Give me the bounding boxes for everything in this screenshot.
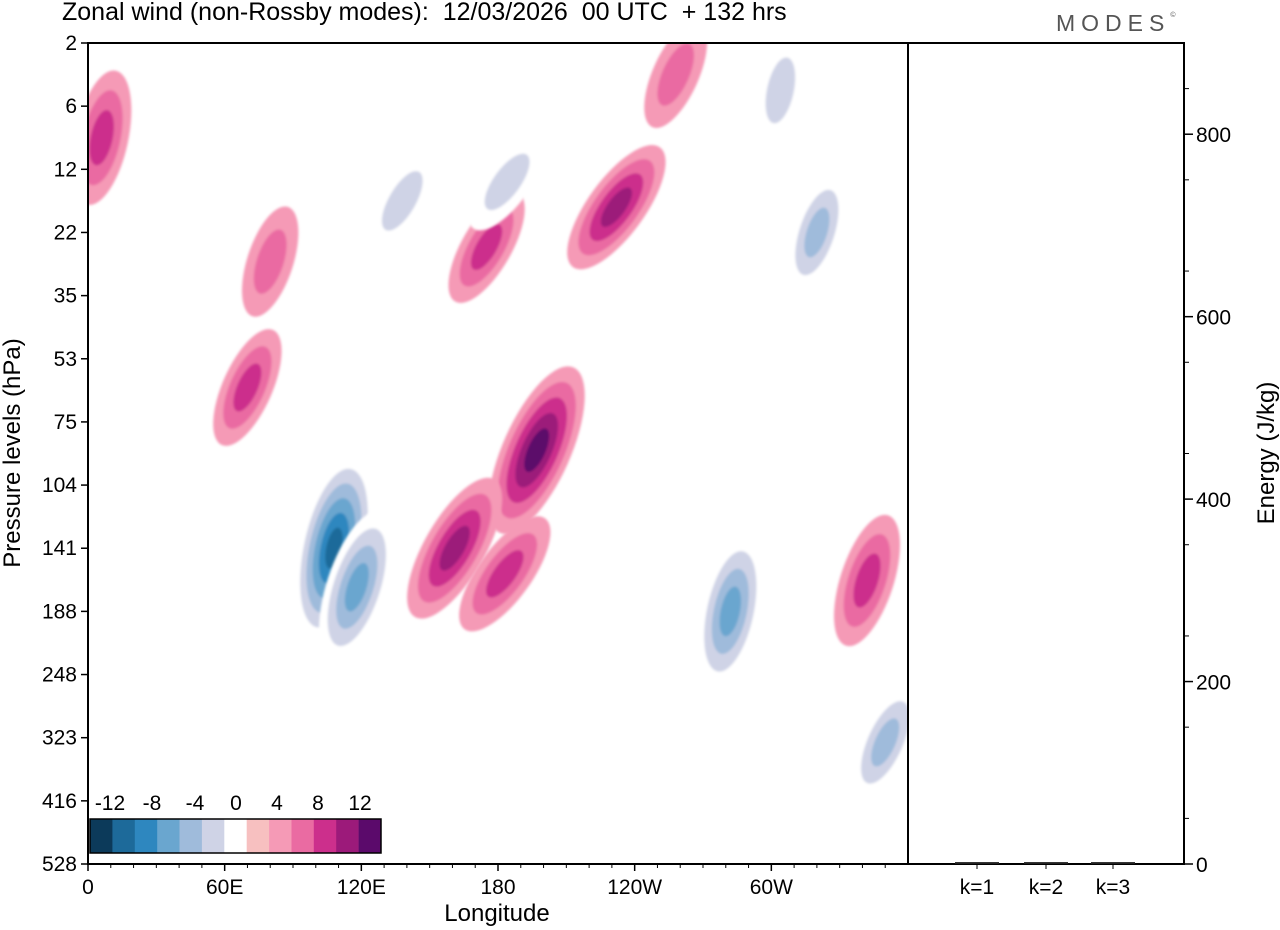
colorbar-label: 12: [348, 792, 371, 815]
contour-band: [524, 428, 550, 472]
contour-band: [439, 525, 470, 571]
logo-mark: ©: [1170, 12, 1176, 19]
wind-anomaly-easterly: [786, 172, 848, 293]
wind-anomaly-easterly: [754, 43, 806, 147]
contour-band: [853, 553, 881, 608]
colorbar-swatch: [224, 819, 247, 853]
energy-tick-label: 400: [1196, 489, 1231, 512]
x-tick-label: 60W: [750, 876, 793, 899]
x-tick-label: 120E: [337, 876, 386, 899]
energy-axis-label: Energy (J/kg): [1253, 382, 1280, 525]
energy-bar: [1024, 862, 1068, 864]
colorbar-label: -12: [95, 792, 125, 815]
contour-band: [253, 229, 287, 294]
colorbar-frame: [89, 818, 382, 854]
colorbar-swatch: [157, 819, 180, 853]
x-tick-label: 120W: [607, 876, 662, 899]
y-tick-label: 528: [42, 853, 77, 876]
y-tick-label: 22: [54, 221, 77, 244]
energy-tick-label: 200: [1196, 672, 1231, 695]
contour-band: [719, 586, 742, 637]
colorbar-swatch: [358, 819, 382, 853]
colorbar-swatch: [179, 819, 203, 853]
energy-tick-label: 800: [1196, 124, 1231, 147]
wind-anomaly-westerly: [88, 70, 132, 205]
energy-bar: [955, 862, 999, 864]
energy-category-label: k=1: [960, 876, 994, 899]
modes-logo: MODES©: [1056, 10, 1176, 37]
x-tick-label: 60E: [206, 876, 243, 899]
colorbar-label: -8: [143, 792, 162, 815]
wind-anomaly-easterly: [696, 533, 765, 690]
colorbar-swatch: [112, 819, 136, 853]
wind-anomaly-westerly: [644, 43, 708, 128]
x-tick-label: 0: [82, 876, 94, 899]
y-axis-label: Pressure levels (hPa): [0, 338, 26, 567]
contour-band: [657, 43, 695, 106]
y-tick-label: 53: [54, 348, 77, 371]
x-tick-label: 180: [480, 876, 515, 899]
colorbar-swatch: [90, 819, 113, 853]
energy-tick-label: 600: [1196, 307, 1231, 330]
energy-tick-label: 0: [1196, 854, 1208, 877]
colorbar-swatch: [336, 819, 359, 853]
contour-band: [344, 562, 369, 612]
colorbar-swatch: [201, 819, 225, 853]
y-tick-label: 12: [54, 158, 77, 181]
wind-anomaly-easterly: [367, 149, 438, 253]
wind-anomaly-westerly: [488, 366, 585, 535]
wind-anomaly-easterly: [468, 133, 546, 231]
y-tick-label: 323: [42, 727, 77, 750]
y-tick-label: 141: [42, 537, 77, 560]
energy-category-label: k=3: [1096, 876, 1130, 899]
colorbar: -12 -8 -4 0 4 8 12: [89, 792, 382, 854]
contour-band: [89, 110, 114, 166]
wind-anomaly-westerly: [448, 191, 525, 303]
y-tick-label: 75: [54, 411, 77, 434]
wind-anomaly-westerly: [567, 145, 666, 270]
colorbar-label: 0: [230, 792, 242, 815]
wind-anomaly-westerly: [834, 514, 900, 647]
colorbar-swatch: [269, 819, 292, 853]
colorbar-swatch: [313, 819, 337, 853]
wind-anomaly-westerly: [407, 477, 503, 619]
contour-band: [233, 363, 262, 412]
y-tick-label: 248: [42, 664, 77, 687]
y-tick-label: 416: [42, 790, 77, 813]
wind-field: [88, 43, 908, 801]
y-tick-label: 104: [42, 474, 77, 497]
contour-band: [871, 718, 900, 767]
colorbar-label: 8: [312, 792, 324, 815]
wind-anomaly-easterly: [319, 511, 395, 664]
energy-bar: [1091, 862, 1135, 864]
wind-anomaly-westerly: [459, 516, 551, 632]
chart-title: Zonal wind (non-Rossby modes): 12/03/202…: [62, 0, 787, 26]
contour-band: [484, 153, 530, 211]
contour-band: [600, 187, 633, 227]
contour-band: [485, 550, 524, 598]
wind-anomaly-westerly: [213, 329, 282, 446]
energy-plot-frame: [907, 42, 1185, 865]
energy-category-label: k=2: [1029, 876, 1063, 899]
y-tick-label: 35: [54, 285, 77, 308]
colorbar-swatch: [134, 819, 158, 853]
y-tick-label: 188: [42, 600, 77, 623]
y-tick-label: 6: [65, 95, 77, 118]
wind-anomaly-westerly: [242, 206, 299, 317]
y-tick-label: 2: [65, 32, 77, 55]
colorbar-label: -4: [186, 792, 205, 815]
colorbar-swatch: [246, 819, 270, 853]
colorbar-swatch: [291, 819, 315, 853]
colorbar-label: 4: [271, 792, 283, 815]
contour-band: [804, 207, 830, 258]
contour-band: [381, 171, 423, 231]
contour-band: [765, 57, 796, 124]
wind-anomaly-easterly: [850, 683, 908, 801]
energy-axes: 0 200 400 600 800 k=1 k=2 k=3: [955, 88, 1231, 899]
x-axis-label: Longitude: [444, 900, 549, 927]
logo-text: MODES: [1056, 10, 1171, 36]
contour-band: [470, 223, 503, 271]
